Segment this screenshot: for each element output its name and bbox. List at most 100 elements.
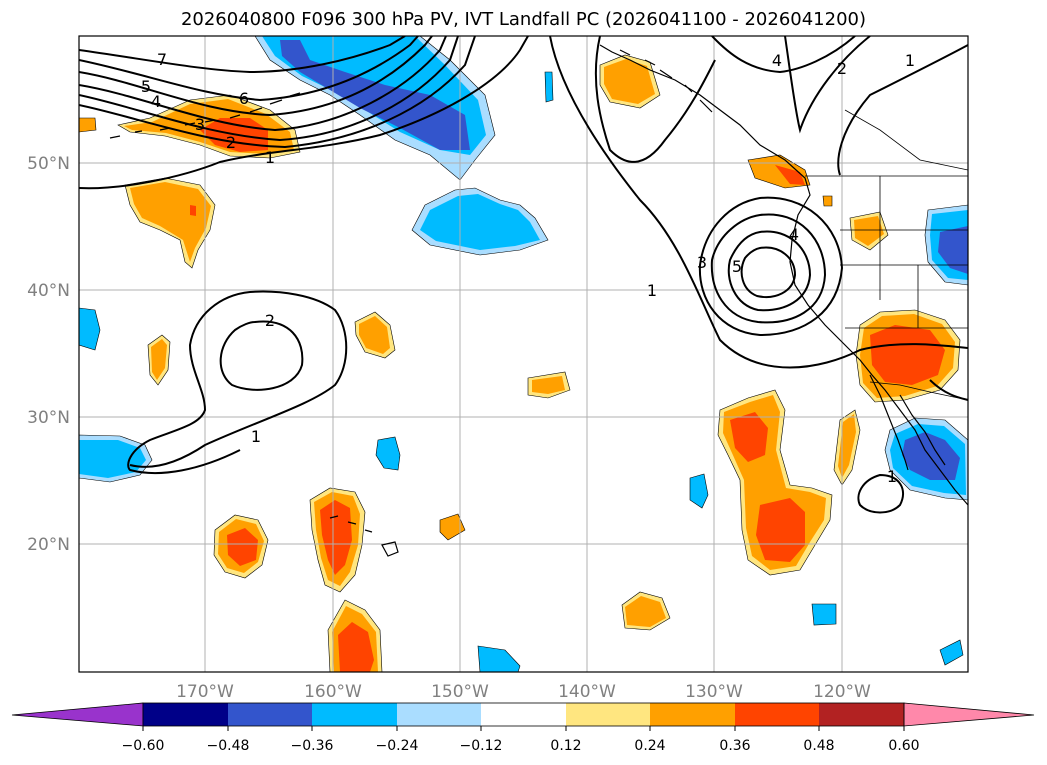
pos-north-west — [79, 117, 97, 133]
lat-label-40n: 40°N — [27, 281, 70, 301]
pos-14n-mid — [625, 596, 666, 627]
neg-small-26n — [375, 436, 401, 471]
pos-47n-dot — [190, 205, 196, 216]
contour-label-2: 2 — [226, 133, 236, 152]
contour-5-closed — [740, 246, 797, 298]
pos-25n-high-a — [730, 412, 768, 462]
pos-25n-high-b — [756, 498, 805, 562]
colorbar-tick-label: −0.24 — [376, 738, 419, 754]
colorbar-bin-9 — [819, 703, 904, 726]
contour-2 — [79, 36, 476, 149]
colorbar-bin-1 — [143, 703, 228, 726]
lat-label-50n: 50°N — [27, 154, 70, 174]
pos-12n-high — [338, 622, 374, 672]
lat-label-30n: 30°N — [27, 408, 70, 428]
pos-20n-c — [439, 513, 466, 541]
contour-1-ne — [549, 36, 968, 369]
neg-small-8n — [939, 639, 964, 666]
lat-label-20n: 20°N — [27, 535, 70, 555]
contour-label-4-low: 4 — [789, 225, 799, 244]
colorbar-tick-label: −0.60 — [122, 738, 165, 754]
colorbar-tick-label: −0.48 — [207, 738, 250, 754]
colorbar-tick-label: −0.12 — [460, 738, 503, 754]
contour-2-closed-ne — [698, 196, 844, 337]
colorbar-extend-low — [11, 702, 144, 727]
contour-7 — [79, 36, 406, 74]
colorbar-tick-label: 0.12 — [550, 738, 581, 754]
lon-label-170w: 170°W — [176, 682, 234, 702]
contour-4-ne — [711, 36, 856, 74]
colorbar-ticks — [142, 726, 905, 731]
contour-4 — [79, 36, 447, 132]
neg-small-12n — [811, 603, 837, 626]
longitude-labels: 170°W 160°W 150°W 140°W 130°W 120°W — [176, 682, 871, 702]
colorbar: −0.60 −0.48 −0.36 −0.24 −0.12 0.12 0.24 … — [11, 702, 1035, 754]
contour-label-7: 7 — [157, 50, 167, 69]
contour-label-1-sw: 1 — [251, 427, 261, 446]
colorbar-bin-5 — [481, 703, 566, 726]
contour-1-se — [857, 473, 905, 514]
contour-label-1-mid: 1 — [647, 281, 657, 300]
colorbar-bin-7 — [650, 703, 735, 726]
contour-2-closed — [219, 320, 304, 391]
contour-2-ne — [784, 36, 871, 134]
pos-45n-mid — [854, 216, 884, 246]
colorbar-extend-high — [903, 702, 1035, 727]
colorbar-tick-label: 0.48 — [803, 738, 834, 754]
neg-band-north-high — [280, 40, 470, 150]
contour-label-4: 4 — [151, 92, 161, 111]
contour-3 — [79, 36, 459, 142]
ivt-contours — [79, 36, 968, 514]
pos-35n-a-mid — [151, 339, 167, 380]
pos-20n-a-high — [227, 528, 258, 566]
pos-46n-dot — [822, 195, 833, 207]
contour-label-5: 5 — [141, 77, 151, 96]
contour-1-sw — [127, 290, 348, 475]
colorbar-tick-label: −0.36 — [291, 738, 334, 754]
latitude-labels: 50°N 40°N 30°N 20°N — [27, 154, 70, 555]
gulf-of-california-coast — [899, 394, 946, 466]
colorbar-bin-3 — [312, 703, 397, 726]
pos-57n-mid — [604, 59, 655, 104]
neg-east-26n-high — [902, 432, 960, 480]
contour-1-b — [594, 36, 716, 163]
pos-36n-high — [870, 325, 945, 385]
coastlines — [109, 44, 968, 557]
contour-label-4-ne: 4 — [772, 51, 782, 70]
hawaii-islands — [329, 515, 399, 557]
neg-west-38n — [79, 307, 101, 351]
contour-1-north — [79, 36, 529, 190]
neg-small-10n — [477, 645, 521, 672]
state-lines — [840, 109, 968, 329]
map-title: 2026040800 F096 300 hPa PV, IVT Landfall… — [180, 9, 867, 30]
pos-21n-b-high — [320, 500, 352, 575]
contour-3-closed — [710, 213, 827, 324]
contour-4-closed — [727, 230, 812, 312]
map-content: 7 6 5 4 3 2 1 2 1 1 4 2 1 3 5 4 1 — [79, 36, 968, 672]
alaska-islands — [619, 49, 713, 113]
contour-label-2-sw: 2 — [265, 311, 275, 330]
us-mexico-border — [869, 381, 968, 401]
baja-california-coast — [869, 374, 909, 471]
neg-blob-150w-mid — [420, 194, 540, 250]
contour-label-1-ne: 1 — [905, 51, 915, 70]
lon-label-130w: 130°W — [685, 682, 743, 702]
contour-5 — [79, 36, 433, 117]
colorbar-outline — [142, 702, 905, 727]
colorbar-tick-labels: −0.60 −0.48 −0.36 −0.24 −0.12 0.12 0.24 … — [122, 738, 920, 754]
colorbar-tick-label: 0.24 — [634, 738, 665, 754]
colorbar-bin-8 — [735, 703, 819, 726]
colorbar-tick-label: 0.36 — [719, 738, 750, 754]
neg-small-22n — [689, 473, 709, 509]
lon-label-150w: 150°W — [431, 682, 489, 702]
colorbar-bin-2 — [228, 703, 312, 726]
contour-label-1-se: 1 — [887, 467, 897, 486]
contour-label-2-ne: 2 — [837, 59, 847, 78]
lon-label-160w: 160°W — [304, 682, 362, 702]
lon-label-140w: 140°W — [558, 682, 616, 702]
contour-1-c — [837, 44, 968, 176]
contour-1-east — [929, 379, 968, 401]
colorbar-tick-label: 0.60 — [888, 738, 919, 754]
contour-label-3-low: 3 — [697, 253, 707, 272]
